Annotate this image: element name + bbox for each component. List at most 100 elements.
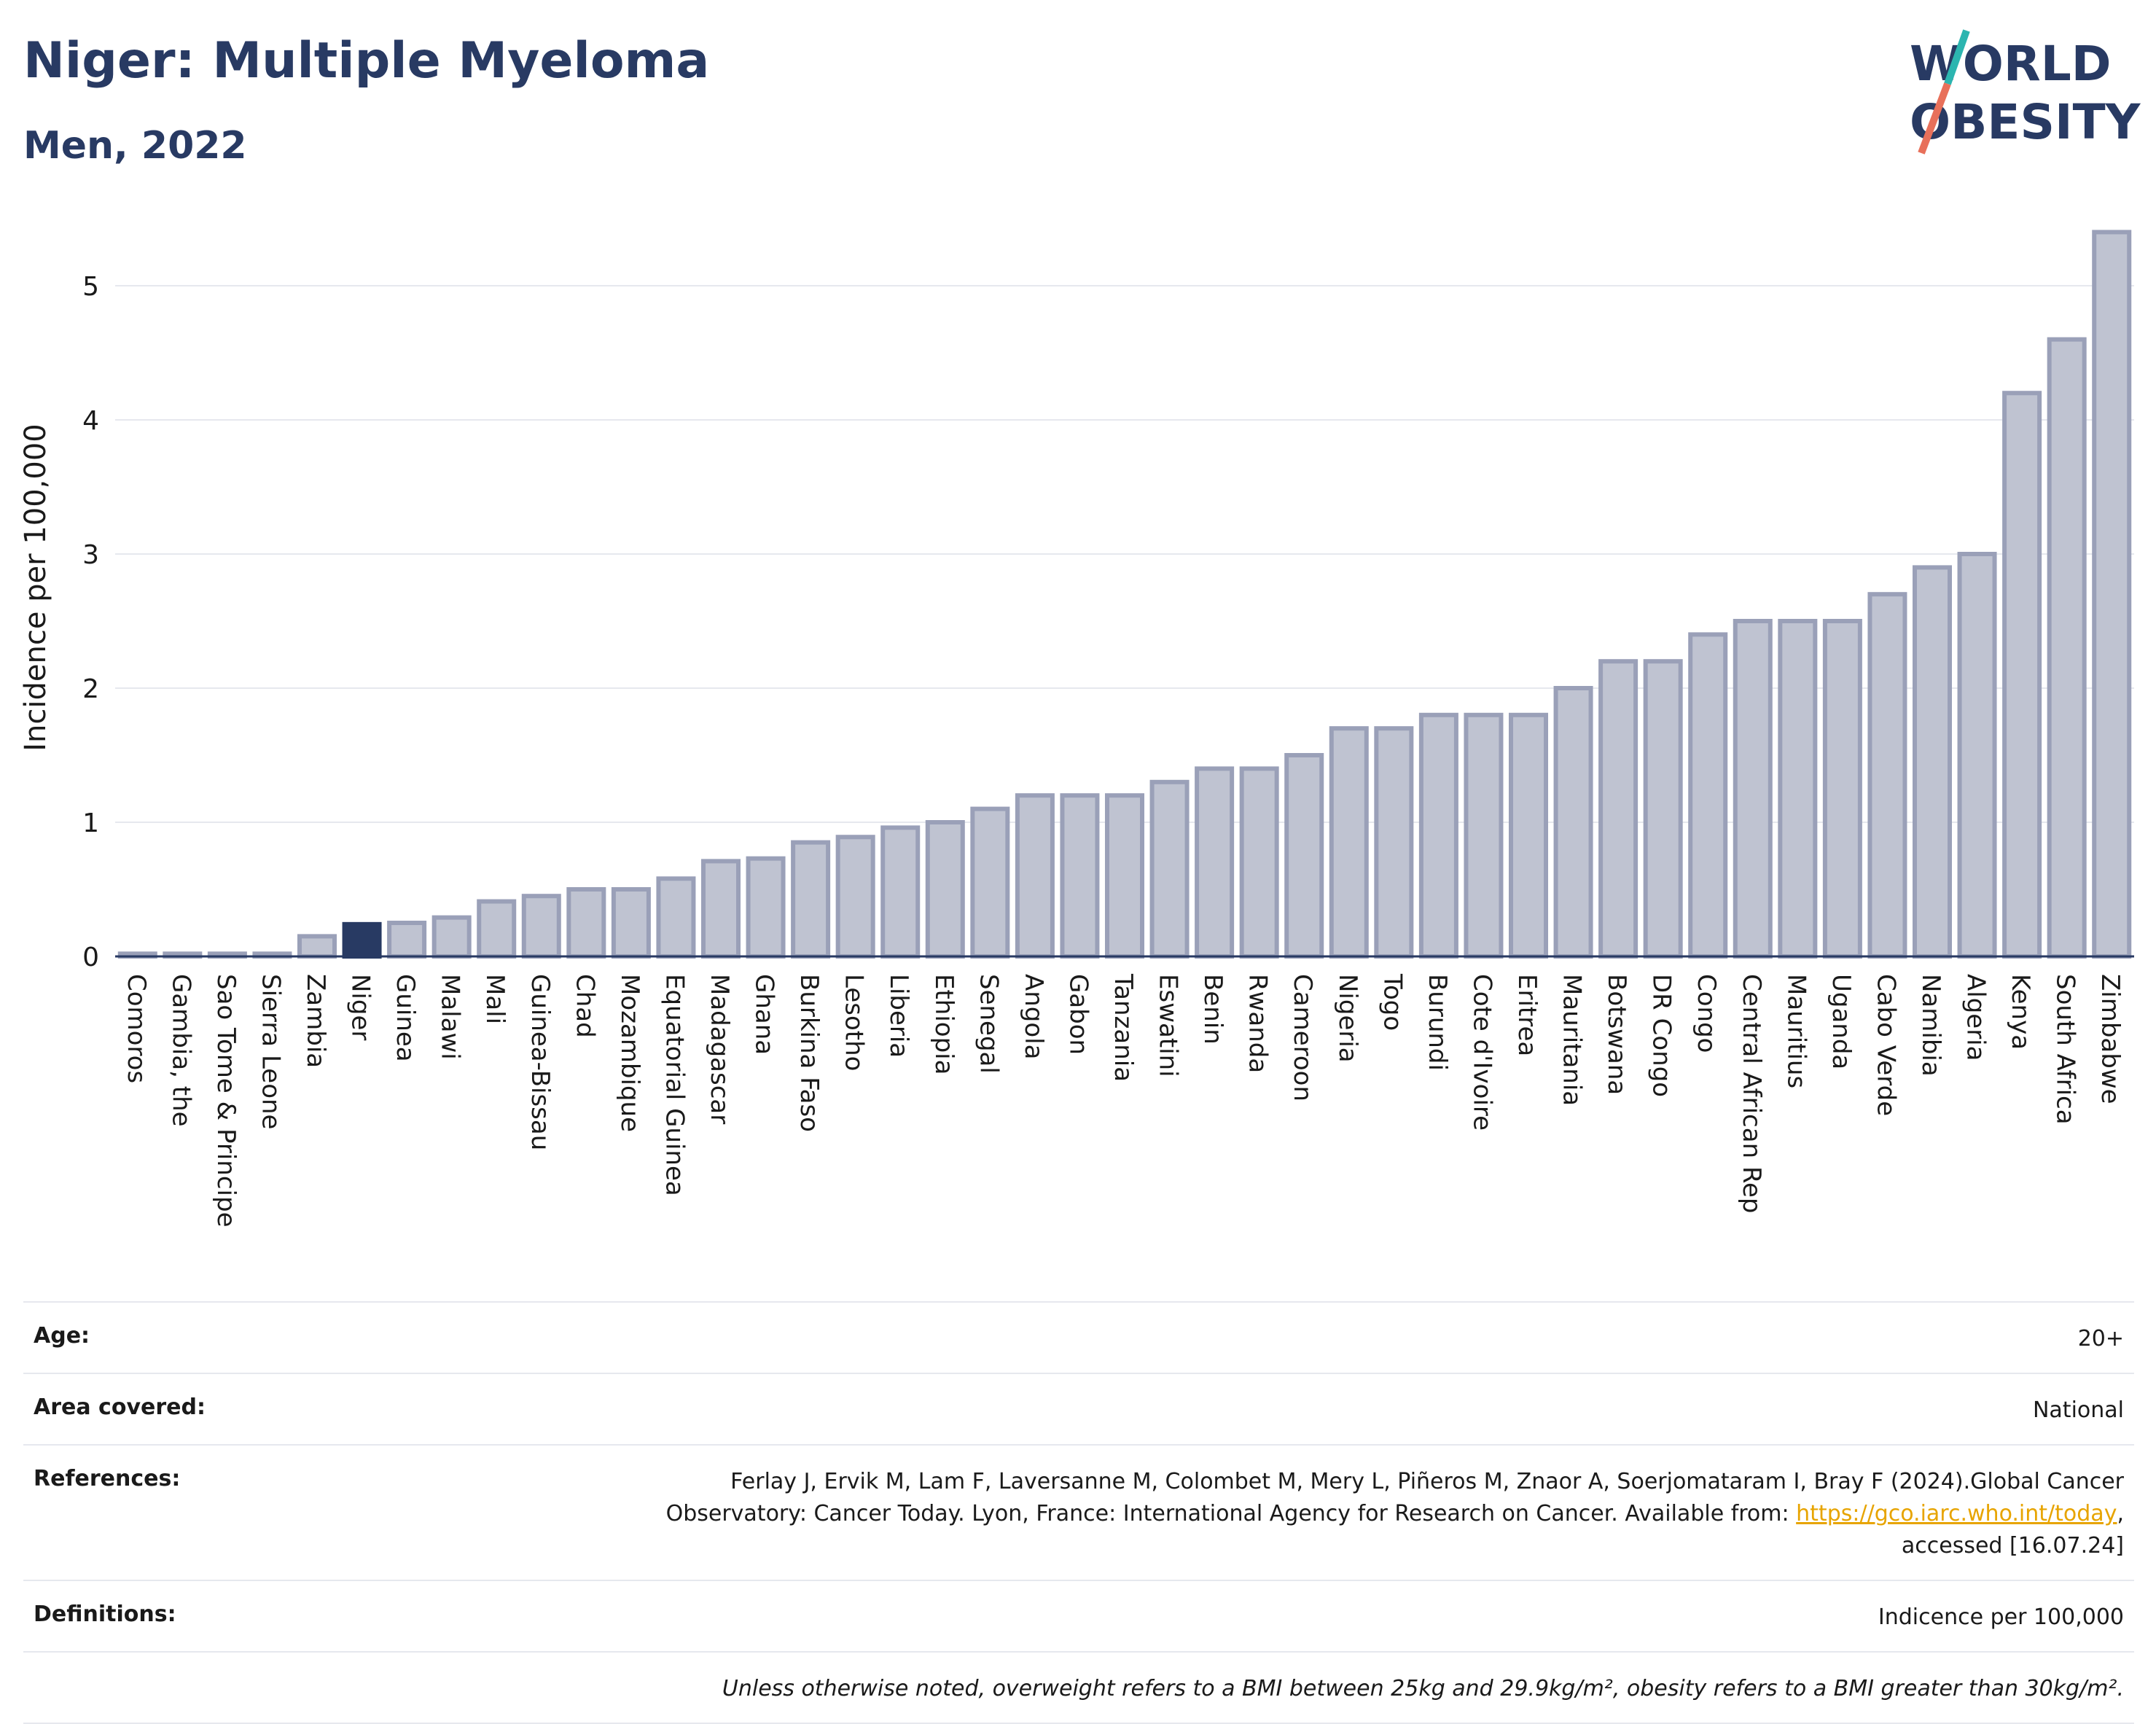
bar <box>2047 337 2087 959</box>
x-tick-label: Eswatini <box>1154 974 1183 1077</box>
bar <box>1195 766 1235 959</box>
references-line-3: accessed [16.07.24] <box>1901 1533 2124 1559</box>
references-link[interactable]: https://gco.iarc.who.int/today <box>1796 1501 2117 1526</box>
age-label: Age: <box>34 1323 90 1349</box>
logo-line-2: OBESITY <box>1910 94 2141 150</box>
x-tick-label: DR Congo <box>1647 974 1676 1097</box>
info-row-area: Area covered: National <box>23 1373 2134 1444</box>
bar <box>1374 726 1414 959</box>
bar <box>746 856 786 959</box>
x-tick-label: Togo <box>1378 973 1407 1031</box>
x-tick-label: Ethiopia <box>929 974 958 1074</box>
bar <box>835 835 875 959</box>
bar <box>1957 552 1997 959</box>
x-tick-label: Niger <box>346 974 375 1040</box>
bar <box>2092 230 2132 959</box>
x-tick-label: Malawi <box>436 974 465 1060</box>
bar <box>1508 712 1549 959</box>
x-tick-label: Burkina Faso <box>794 974 824 1132</box>
x-tick-label: Algeria <box>1961 974 1991 1061</box>
x-tick-label: Gabon <box>1063 974 1093 1055</box>
bar <box>1239 766 1279 959</box>
x-axis-ticks: Comoros Gambia, the Sao Tome & Principe Sie… <box>122 973 2125 1228</box>
y-tick-label: 4 <box>82 406 99 436</box>
x-tick-label: Gambia, the <box>166 974 195 1127</box>
x-tick-label: Guinea <box>391 974 420 1062</box>
bar <box>970 806 1010 959</box>
x-tick-label: Madagascar <box>705 974 734 1124</box>
info-row-note: Unless otherwise noted, overweight refer… <box>23 1651 2134 1724</box>
references-value: Ferlay J, Ervik M, Lam F, Laversanne M, … <box>666 1466 2124 1562</box>
bar <box>1284 753 1324 959</box>
x-tick-label: Sierra Leone <box>256 974 285 1129</box>
logo-line-1: WORLD <box>1910 36 2112 92</box>
x-tick-label: Mozambique <box>615 974 644 1132</box>
bars <box>117 230 2132 959</box>
bar <box>1867 592 1907 959</box>
y-tick-label: 0 <box>82 943 99 972</box>
area-label: Area covered: <box>34 1395 206 1420</box>
x-tick-label: Angola <box>1019 974 1048 1059</box>
x-tick-label: Chad <box>570 974 599 1038</box>
logo-accent-teal <box>1944 29 1970 85</box>
x-tick-label: Uganda <box>1827 974 1856 1069</box>
x-tick-label: Zimbabwe <box>2096 974 2125 1104</box>
page-subtitle: Men, 2022 <box>23 124 247 168</box>
y-tick-label: 5 <box>82 272 99 302</box>
x-tick-label: Mali <box>480 974 509 1024</box>
bar <box>1733 619 1773 959</box>
bar <box>1912 565 1953 959</box>
page-title: Niger: Multiple Myeloma <box>23 32 710 90</box>
bar-chart: 0 1 2 3 4 5 Comoros Gambia, the Sao Tome & Prin… <box>19 230 2134 1228</box>
obesity-note: Unless otherwise noted, overweight refer… <box>722 1676 2124 1701</box>
references-line-1: Ferlay J, Ervik M, Lam F, Laversanne M, … <box>730 1469 2124 1494</box>
references-line-2: Observatory: Cancer Today. Lyon, France:… <box>665 1501 1797 1526</box>
x-tick-label: Comoros <box>122 974 151 1083</box>
bar <box>880 825 921 959</box>
world-obesity-logo: WORLD OBESITY <box>1910 29 2141 155</box>
bar <box>1822 619 1862 959</box>
bar <box>2002 391 2042 959</box>
bar <box>1598 659 1639 959</box>
y-axis-ticks: 0 1 2 3 4 5 <box>82 272 99 972</box>
bar <box>1329 726 1369 959</box>
area-value: National <box>2032 1397 2124 1423</box>
bar <box>477 899 517 959</box>
x-tick-label: Congo <box>1692 974 1721 1053</box>
y-tick-label: 3 <box>82 540 99 570</box>
x-tick-label: Lesotho <box>840 974 869 1071</box>
bar <box>1553 686 1593 959</box>
bar <box>297 934 337 959</box>
bar <box>566 887 606 959</box>
bar <box>925 820 965 959</box>
bar <box>1464 712 1504 959</box>
x-tick-label: Central African Rep <box>1737 974 1766 1214</box>
x-tick-label: Nigeria <box>1333 974 1362 1063</box>
bar <box>521 894 561 959</box>
x-tick-label: Eritrea <box>1512 974 1542 1056</box>
x-tick-label: Ghana <box>750 974 779 1055</box>
bar <box>700 859 741 959</box>
bar-highlight <box>342 921 382 959</box>
info-row-references: References: Ferlay J, Ervik M, Lam F, La… <box>23 1444 2134 1580</box>
definitions-label: Definitions: <box>34 1602 176 1627</box>
x-tick-label: Namibia <box>1916 974 1945 1077</box>
y-axis-label: Incidence per 100,000 <box>19 424 52 752</box>
bar <box>1778 619 1818 959</box>
x-tick-label: Equatorial Guinea <box>660 974 689 1196</box>
bar <box>1104 793 1145 959</box>
bar <box>1015 793 1055 959</box>
x-tick-label: Cameroon <box>1288 974 1317 1101</box>
x-tick-label: Rwanda <box>1243 974 1273 1073</box>
references-line-2-suffix: , <box>2117 1501 2124 1526</box>
x-tick-label: Burundi <box>1423 974 1452 1071</box>
age-value: 20+ <box>2077 1326 2124 1351</box>
x-tick-label: Botswana <box>1602 974 1631 1095</box>
x-tick-label: Cabo Verde <box>1871 974 1900 1116</box>
y-tick-label: 2 <box>82 674 99 704</box>
info-table: Age: 20+ Area covered: National Referenc… <box>23 1301 2134 1724</box>
info-row-age: Age: 20+ <box>23 1301 2134 1373</box>
x-tick-label: Mauritania <box>1558 974 1587 1106</box>
bar <box>387 921 427 959</box>
bar <box>1060 793 1100 959</box>
